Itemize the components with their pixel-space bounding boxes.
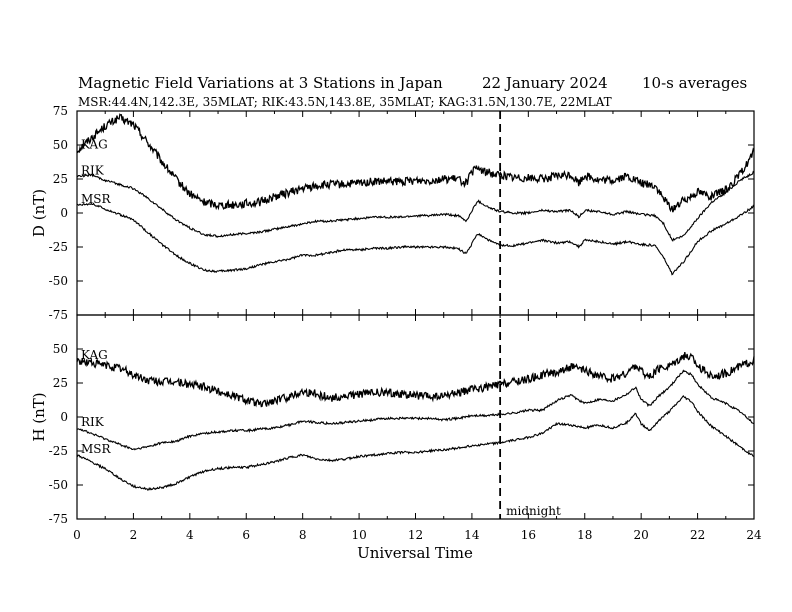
- series-label-msr: MSR: [81, 442, 112, 456]
- x-tick-label: 4: [186, 528, 194, 542]
- chart-date: 22 January 2024: [482, 74, 608, 92]
- y-tick-label: 25: [53, 376, 68, 390]
- midnight-label: midnight: [506, 504, 561, 518]
- series-line-rik: [76, 369, 755, 451]
- h-axis-label: H (nT): [30, 392, 48, 441]
- x-tick-label: 10: [351, 528, 366, 542]
- y-tick-label: -50: [49, 274, 68, 288]
- chart-title: Magnetic Field Variations at 3 Stations …: [78, 74, 443, 92]
- y-tick-label: -25: [49, 444, 68, 458]
- x-tick-label: 8: [299, 528, 307, 542]
- series-label-msr: MSR: [81, 192, 112, 206]
- y-tick-label: 0: [60, 206, 68, 220]
- series-line-kag: [76, 352, 755, 408]
- x-tick-label: 14: [464, 528, 480, 542]
- x-axis-label: Universal Time: [357, 544, 473, 562]
- y-tick-label: 50: [53, 342, 68, 356]
- x-tick-label: 6: [242, 528, 250, 542]
- x-tick-label: 20: [634, 528, 649, 542]
- y-tick-label: -75: [49, 512, 68, 526]
- y-tick-label: 25: [53, 172, 68, 186]
- y-tick-label: 50: [53, 138, 68, 152]
- chart-averaging: 10-s averages: [642, 74, 747, 92]
- series-label-rik: RIK: [81, 163, 105, 177]
- series-line-msr: [76, 202, 755, 276]
- x-tick-label: 22: [690, 528, 705, 542]
- d-component-panel: -75 -50 -25 0 25 50 75 KAG RIK MSR: [49, 104, 755, 322]
- series-line-kag: [76, 113, 755, 213]
- y-tick-label: -75: [49, 308, 68, 322]
- x-tick-label: 16: [521, 528, 536, 542]
- station-coordinates: MSR:44.4N,142.3E, 35MLAT; RIK:43.5N,143.…: [78, 95, 612, 109]
- plot-frame: [76, 110, 755, 316]
- y-tick-label: -25: [49, 240, 68, 254]
- series-line-rik: [76, 170, 755, 242]
- x-tick-label: 12: [408, 528, 423, 542]
- series-line-msr: [76, 395, 755, 491]
- d-axis-label: D (nT): [30, 189, 48, 237]
- series-label-kag: KAG: [81, 137, 108, 151]
- x-tick-label: 2: [130, 528, 138, 542]
- y-tick-label: 0: [60, 410, 68, 424]
- x-tick-label: 0: [73, 528, 81, 542]
- y-tick-label: -50: [49, 478, 68, 492]
- series-label-kag: KAG: [81, 348, 108, 362]
- series-label-rik: RIK: [81, 415, 105, 429]
- x-tick-label: 18: [577, 528, 592, 542]
- x-tick-label: 24: [746, 528, 762, 542]
- y-tick-label: 75: [53, 104, 68, 118]
